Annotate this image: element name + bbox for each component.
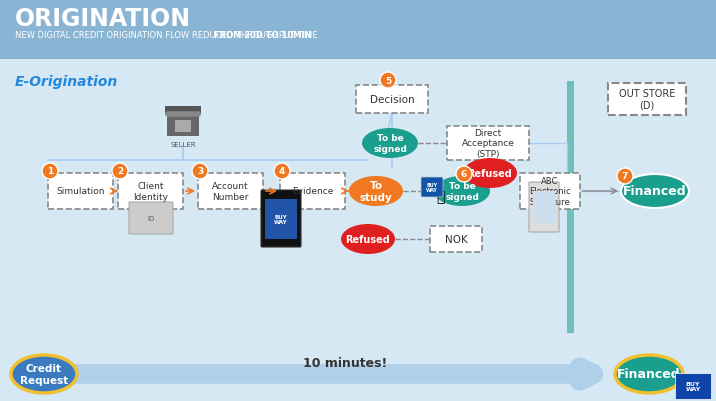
- Ellipse shape: [463, 159, 517, 188]
- Text: Direct
Acceptance
(STP): Direct Acceptance (STP): [462, 129, 514, 158]
- Bar: [0, 60, 716, 401]
- Circle shape: [274, 164, 290, 180]
- FancyBboxPatch shape: [421, 178, 443, 198]
- Text: Decision: Decision: [369, 95, 415, 105]
- Circle shape: [380, 73, 396, 89]
- Ellipse shape: [621, 174, 689, 209]
- Text: Account
Number: Account Number: [212, 182, 249, 201]
- Circle shape: [42, 164, 58, 180]
- Text: 👤: 👤: [436, 190, 444, 203]
- Text: ORIGINATION: ORIGINATION: [15, 7, 191, 31]
- Text: To be
signed: To be signed: [445, 182, 479, 201]
- Text: Refused: Refused: [468, 168, 513, 178]
- Bar: [167, 115, 199, 137]
- Text: Client
Identity: Client Identity: [133, 182, 168, 201]
- Bar: [533, 192, 555, 223]
- FancyBboxPatch shape: [447, 127, 529, 160]
- FancyBboxPatch shape: [520, 174, 580, 209]
- Text: 1: 1: [47, 167, 53, 176]
- Text: BUY
WAY: BUY WAY: [274, 214, 288, 225]
- Text: Evidence: Evidence: [292, 187, 333, 196]
- Bar: [265, 200, 297, 239]
- Bar: [165, 107, 201, 115]
- Ellipse shape: [341, 225, 395, 254]
- Ellipse shape: [362, 129, 418, 159]
- Text: BUY
WAY: BUY WAY: [685, 381, 701, 391]
- Ellipse shape: [434, 176, 490, 207]
- FancyBboxPatch shape: [261, 190, 301, 247]
- Text: SELLER: SELLER: [170, 142, 195, 148]
- FancyBboxPatch shape: [529, 182, 559, 233]
- FancyBboxPatch shape: [48, 174, 113, 209]
- Circle shape: [192, 164, 208, 180]
- Text: 5: 5: [385, 76, 391, 85]
- FancyBboxPatch shape: [198, 174, 263, 209]
- Text: BUY
WAY: BUY WAY: [426, 182, 438, 193]
- Circle shape: [456, 166, 472, 182]
- Text: 4: 4: [279, 167, 285, 176]
- Text: 6: 6: [461, 170, 467, 179]
- Text: OUT STORE
(D): OUT STORE (D): [619, 89, 675, 111]
- Text: Credit
Request: Credit Request: [20, 363, 68, 385]
- Text: To be
signed: To be signed: [373, 134, 407, 153]
- Text: 10 minutes!: 10 minutes!: [303, 356, 387, 370]
- Bar: [567, 82, 574, 333]
- FancyBboxPatch shape: [356, 86, 428, 114]
- Ellipse shape: [349, 176, 403, 207]
- Text: Financed: Financed: [623, 185, 687, 198]
- Text: ID: ID: [147, 215, 155, 221]
- Text: Refused: Refused: [346, 235, 390, 244]
- FancyBboxPatch shape: [430, 227, 482, 252]
- FancyBboxPatch shape: [280, 174, 345, 209]
- Text: To
study: To study: [359, 181, 392, 202]
- FancyBboxPatch shape: [675, 373, 711, 399]
- Text: Financed: Financed: [617, 368, 681, 381]
- Text: NEW DIGITAL CREDIT ORIGINATION FLOW REDUCED THROUGHPUT TIME: NEW DIGITAL CREDIT ORIGINATION FLOW REDU…: [15, 31, 320, 41]
- Text: NOK: NOK: [445, 235, 468, 244]
- Ellipse shape: [11, 355, 77, 393]
- Text: FROM 20D TO 10MIN: FROM 20D TO 10MIN: [214, 31, 311, 41]
- Text: 2: 2: [117, 167, 123, 176]
- Ellipse shape: [615, 355, 683, 393]
- Circle shape: [112, 164, 128, 180]
- Text: ABC
Electronic
Signature: ABC Electronic Signature: [529, 177, 571, 207]
- Text: 7: 7: [621, 172, 628, 181]
- Bar: [0, 0, 716, 60]
- Bar: [175, 121, 191, 133]
- FancyBboxPatch shape: [129, 203, 173, 235]
- Circle shape: [617, 168, 633, 184]
- FancyBboxPatch shape: [118, 174, 183, 209]
- Text: E-Origination: E-Origination: [15, 75, 118, 89]
- FancyBboxPatch shape: [608, 84, 686, 116]
- Text: 3: 3: [197, 167, 203, 176]
- Text: Simulation: Simulation: [57, 187, 105, 196]
